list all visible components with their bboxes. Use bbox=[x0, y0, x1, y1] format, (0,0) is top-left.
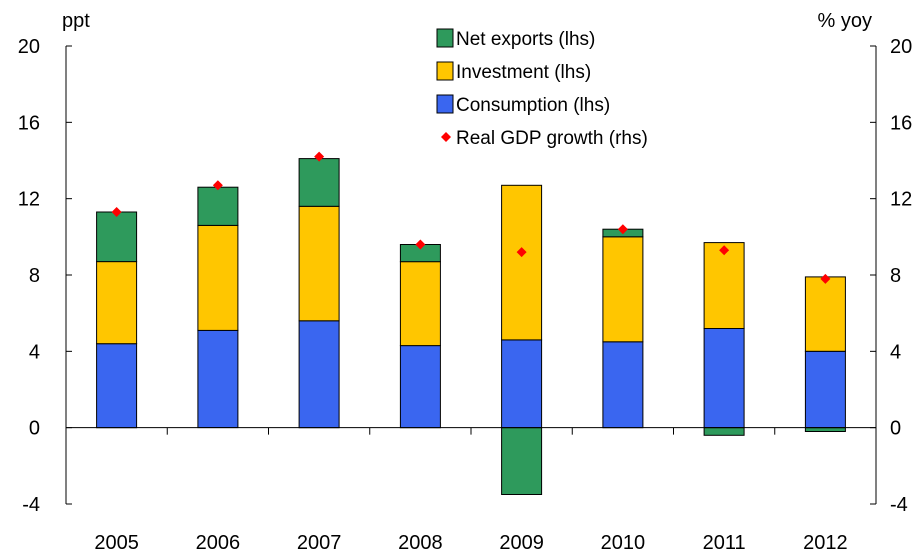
category-label-2006: 2006 bbox=[196, 532, 241, 554]
bar-net-2007 bbox=[298, 158, 340, 207]
legend: Net exports (lhs) Investment (lhs) Consump… bbox=[436, 28, 648, 149]
bar-investment-2005 bbox=[96, 261, 138, 345]
tick-labels-layer: -4 0 4 8 12 16 20 -4 0 4 8 12 16 20 2005 2006 2007 2008 20… bbox=[18, 36, 913, 554]
legend-swatch-investment bbox=[436, 61, 454, 81]
bar-net-2009 bbox=[501, 427, 543, 496]
right-tick-label-20: 20 bbox=[890, 36, 912, 58]
bar-net-2011 bbox=[703, 427, 745, 436]
bar-investment-2009 bbox=[501, 184, 543, 341]
category-label-2011: 2011 bbox=[703, 532, 746, 554]
right-tick-label-0: 0 bbox=[890, 418, 901, 440]
right-tick-label-8: 8 bbox=[890, 265, 901, 287]
bar-consumption-2006 bbox=[197, 329, 239, 429]
bar-consumption-2009 bbox=[501, 339, 543, 429]
bar-investment-2011 bbox=[703, 242, 745, 330]
axes-layer bbox=[65, 45, 877, 505]
bar-net-2006 bbox=[197, 186, 239, 226]
legend-label-real: Real GDP growth (rhs) bbox=[456, 128, 648, 149]
right-axis-unit: % yoy bbox=[818, 10, 872, 32]
right-tick-label-12: 12 bbox=[890, 189, 912, 211]
right-tick-label-4: 4 bbox=[890, 341, 901, 363]
markers-layer bbox=[111, 151, 831, 284]
legend-swatch-net bbox=[436, 28, 454, 48]
legend-swatch-consumption bbox=[436, 94, 454, 114]
legend-label-consumption: Consumption (lhs) bbox=[456, 95, 610, 116]
bar-investment-2007 bbox=[298, 205, 340, 322]
left-axis-unit: ppt bbox=[62, 10, 90, 32]
gdp-marker-2007 bbox=[314, 151, 325, 162]
bar-investment-2006 bbox=[197, 224, 239, 331]
left-tick-label-4: 4 bbox=[29, 341, 40, 363]
bar-consumption-2008 bbox=[399, 345, 441, 429]
left-tick-label-20: 20 bbox=[18, 36, 40, 58]
left-tick-label--4: -4 bbox=[22, 494, 40, 516]
bar-net-2012 bbox=[804, 427, 846, 433]
legend-label-net: Net exports (lhs) bbox=[456, 29, 595, 50]
gdp-marker-2009 bbox=[516, 247, 527, 258]
right-tick-label--4: -4 bbox=[890, 494, 908, 516]
gdp-marker-2006 bbox=[212, 180, 223, 191]
bar-investment-2008 bbox=[399, 261, 441, 347]
left-tick-label-12: 12 bbox=[18, 189, 40, 211]
bar-investment-2010 bbox=[602, 236, 644, 343]
legend-label-investment: Investment (lhs) bbox=[456, 62, 591, 83]
category-label-2007: 2007 bbox=[297, 532, 342, 554]
category-label-2012: 2012 bbox=[803, 532, 848, 554]
bars-layer bbox=[96, 158, 846, 496]
bar-consumption-2005 bbox=[96, 343, 138, 429]
gdp-marker-2005 bbox=[111, 207, 122, 218]
bar-net-2005 bbox=[96, 211, 138, 263]
category-label-2005: 2005 bbox=[94, 532, 139, 554]
gdp-marker-2012 bbox=[820, 273, 831, 284]
category-label-2010: 2010 bbox=[601, 532, 646, 554]
bar-investment-2012 bbox=[804, 276, 846, 352]
left-tick-label-0: 0 bbox=[29, 418, 40, 440]
left-tick-label-8: 8 bbox=[29, 265, 40, 287]
bar-consumption-2007 bbox=[298, 320, 340, 429]
left-tick-label-16: 16 bbox=[18, 112, 40, 134]
gdp-marker-2008 bbox=[415, 239, 426, 250]
right-tick-label-16: 16 bbox=[890, 112, 912, 134]
bar-consumption-2010 bbox=[602, 341, 644, 429]
gdp-marker-2011 bbox=[719, 245, 730, 256]
bar-consumption-2012 bbox=[804, 350, 846, 429]
bar-consumption-2011 bbox=[703, 327, 745, 429]
legend-swatch-real bbox=[441, 132, 451, 142]
gdp-marker-2010 bbox=[617, 224, 628, 235]
category-label-2009: 2009 bbox=[499, 532, 544, 554]
category-label-2008: 2008 bbox=[398, 532, 443, 554]
